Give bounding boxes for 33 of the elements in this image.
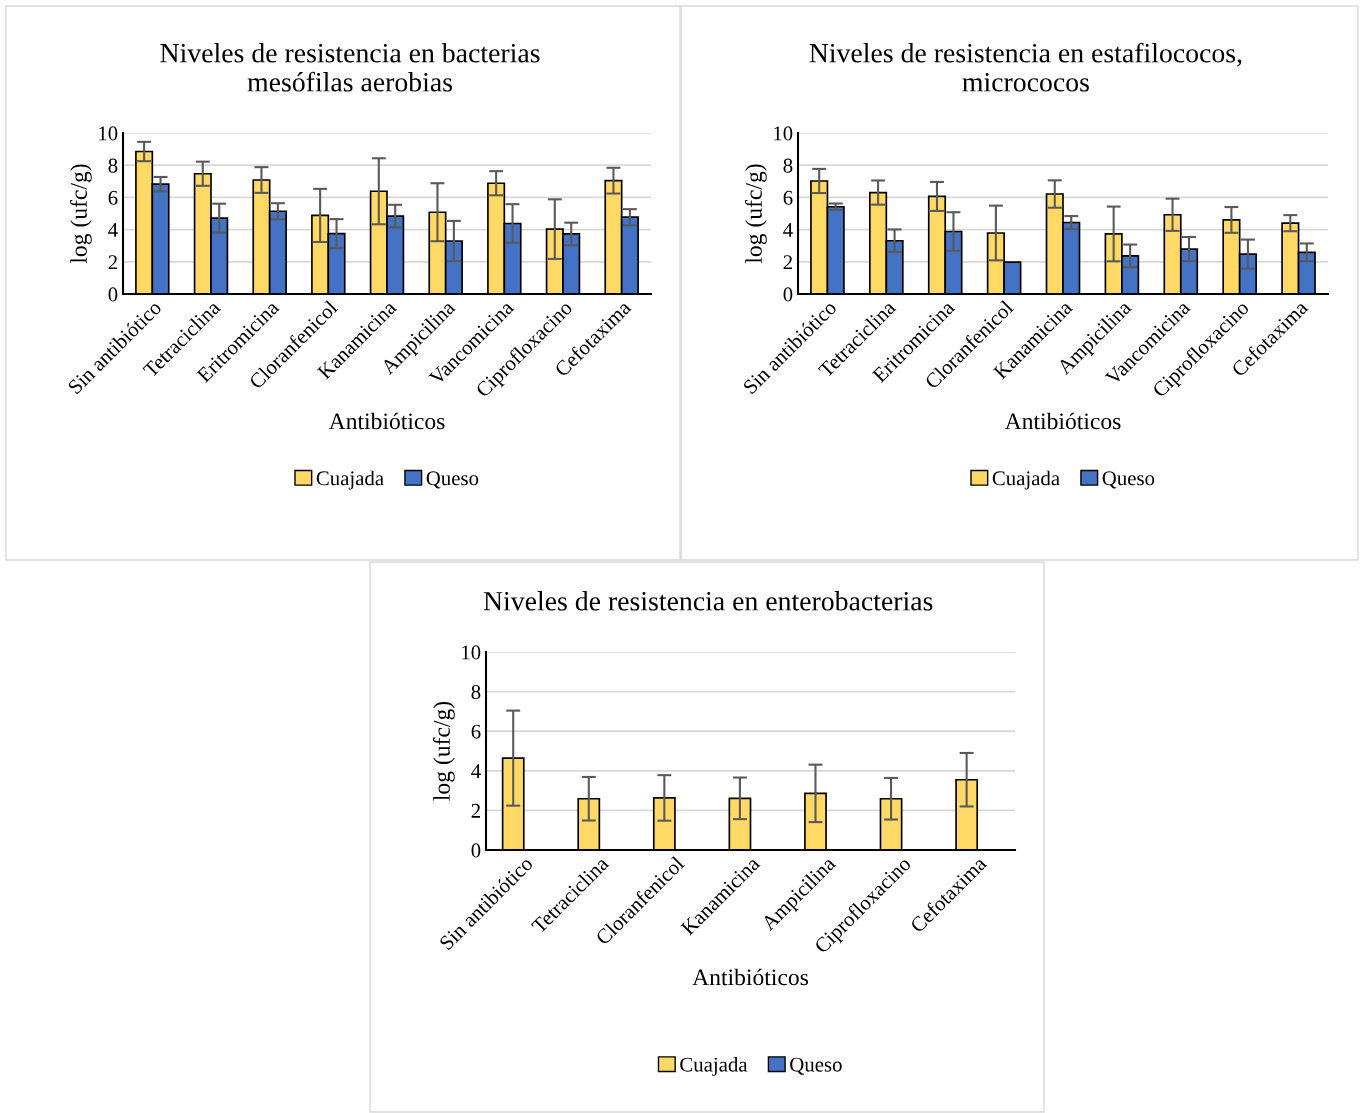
y-tick-label: 10 (99, 126, 118, 141)
chart-title: Niveles de resistencia en estafilococos, micrococos (809, 42, 1242, 92)
legend-label: Cuajada (992, 470, 1060, 490)
y-tick-label: 2 (783, 255, 792, 270)
y-tick-label: 6 (108, 190, 118, 205)
y-axis-title: log (ufc/g) (70, 164, 92, 264)
y-tick-label: 4 (108, 223, 118, 237)
x-axis-title: Antibióticos (1004, 412, 1121, 430)
legend-label: Queso (1102, 471, 1155, 489)
y-tick-label: 0 (108, 287, 118, 302)
y-axis-title: log (ufc/g) (433, 701, 455, 801)
y-tick-label: 2 (471, 803, 480, 818)
x-axis-title: Antibióticos (692, 968, 809, 986)
y-tick-label: 6 (471, 724, 481, 739)
legend-label: Cuajada (680, 1056, 748, 1076)
legend-label: Queso (790, 1057, 842, 1075)
y-tick-label: 0 (783, 287, 793, 302)
y-tick-label: 4 (471, 764, 481, 779)
y-tick-label: 8 (783, 158, 793, 173)
chart-title: Niveles de resistencia en bacterias mesófilas aerobias (160, 43, 540, 92)
y-tick-label: 2 (108, 255, 117, 270)
y-tick-label: 8 (471, 684, 481, 700)
y-tick-label: 10 (462, 645, 481, 660)
x-axis-title: Antibióticos (328, 412, 445, 430)
y-tick-label: 0 (471, 843, 481, 858)
y-tick-label: 4 (783, 223, 793, 237)
y-tick-label: 10 (774, 126, 793, 141)
y-tick-label: 6 (783, 190, 793, 205)
chart-title: Niveles de resistencia en enterobacterias (483, 591, 933, 611)
y-axis-title: log (ufc/g) (745, 164, 767, 264)
y-tick-label: 8 (108, 158, 118, 173)
legend-label: Queso (426, 471, 479, 489)
legend-label: Cuajada (316, 470, 384, 490)
